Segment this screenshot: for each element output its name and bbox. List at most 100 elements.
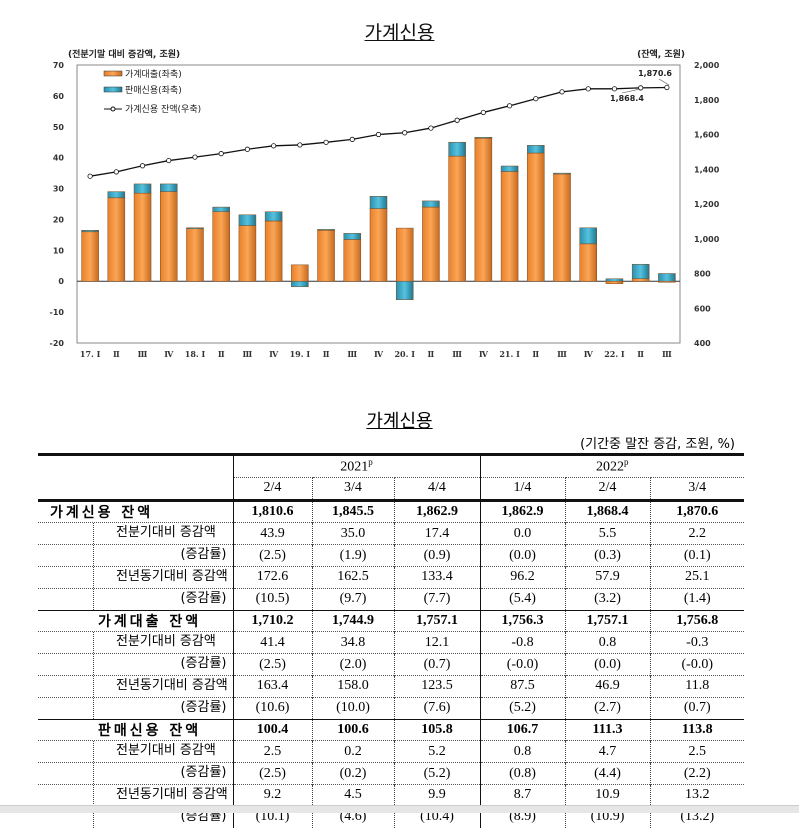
sales-credit-bar (422, 200, 440, 208)
right-tick-label: 2,000 (694, 61, 720, 70)
household-loan-bar (317, 230, 335, 282)
cell-value: (10.5) (232, 587, 312, 611)
row-label-text: 판매신용 잔액 (98, 722, 202, 739)
cell-value: 34.8 (311, 631, 394, 654)
cell-value: (2.5) (232, 653, 312, 676)
row-label: (증감률) (38, 587, 233, 611)
legend-swatch (103, 86, 123, 93)
row-label: 전년동기대비 증감액 (38, 674, 233, 698)
household-credit-chart: (전분기말 대비 증감액, 조원) (잔액, 조원) -20 -10 0 10 20 30 40… (50, 48, 720, 359)
category-label: 19. Ⅰ (290, 349, 311, 359)
right-tick-label: 1,000 (694, 235, 720, 244)
cell-value: (5.4) (479, 587, 565, 611)
cell-value: (5.2) (393, 762, 480, 785)
row-label: (증감률) (38, 653, 233, 676)
cell-value: (4.4) (564, 762, 650, 785)
balance-point (113, 169, 119, 175)
category-label: 17. Ⅰ (80, 349, 101, 359)
table-row: (증감률) (2.5) (1.9) (0.9) (0.0) (0.3) (0.1) (38, 544, 744, 567)
table-row: 가계신용 잔액 1,810.6 1,845.5 1,862.9 1,862.9 1,868… (38, 498, 744, 523)
row-label: (증감률) (38, 762, 233, 785)
left-tick-label: -10 (50, 308, 65, 317)
cell-value: (0.8) (479, 762, 565, 785)
household-loan-bar (500, 171, 519, 282)
category-label: Ⅲ (347, 349, 357, 359)
sales-credit-bar (369, 196, 388, 209)
left-tick-label: 70 (53, 61, 65, 70)
cell-value: 163.4 (232, 674, 312, 698)
household-loan-bar (264, 220, 283, 282)
cell-value: 1,862.9 (479, 498, 565, 523)
sales-credit-bar (448, 141, 466, 157)
left-tick-label: 50 (53, 123, 65, 132)
cell-value: 162.5 (311, 565, 394, 589)
household-credit-table: 2021p 2022p 2/4 3/4 4/4 1/4 2/4 3/4 가계신용 잔액 1,… (38, 453, 744, 828)
category-label: 20. Ⅰ (394, 349, 415, 359)
cell-value: (0.1) (649, 544, 744, 567)
cell-value: 2.2 (649, 522, 744, 545)
cell-value: (2.7) (564, 696, 650, 720)
horizontal-scrollbar[interactable] (0, 805, 799, 813)
household-loan-bar (133, 192, 152, 282)
sales-credit-bar (81, 230, 99, 233)
cell-value: 106.7 (479, 718, 565, 741)
category-label: Ⅳ (479, 349, 489, 359)
cell-value: 17.4 (393, 522, 480, 545)
household-loan-bar (474, 137, 493, 282)
annotation-leader (658, 78, 670, 86)
household-loan-bar (448, 155, 466, 282)
sales-credit-bar (317, 229, 335, 231)
sales-credit-bar (343, 233, 362, 240)
household-loan-bar (579, 243, 597, 282)
left-tick-label: 20 (53, 215, 65, 224)
category-label: Ⅳ (374, 349, 384, 359)
left-tick-label: -20 (50, 339, 65, 348)
category-label: Ⅳ (269, 349, 279, 359)
annotation-prev: 1,868.4 (610, 94, 644, 103)
category-label: Ⅲ (452, 349, 462, 359)
cell-value: (9.7) (311, 587, 394, 611)
row-label: 전분기대비 증감액 (38, 740, 233, 763)
balance-point (506, 103, 513, 109)
legend-label: 판매신용(좌축) (125, 85, 182, 96)
balance-point (323, 139, 329, 145)
cell-value: 113.8 (649, 718, 744, 741)
table-row: (증감률) (10.5) (9.7) (7.7) (5.4) (3.2) (1.4) (38, 587, 744, 611)
household-loan-bar (160, 191, 178, 282)
sales-credit-bar (264, 211, 283, 222)
left-tick-label: 60 (53, 92, 65, 101)
quarter-header: 2/4 (564, 476, 650, 501)
table-row: (증감률) (10.6) (10.0) (7.6) (5.2) (2.7) (0.7) (38, 696, 744, 720)
cell-value: (2.2) (649, 762, 744, 785)
row-label: 전년동기대비 증감액 (38, 565, 233, 589)
right-axis-label: (잔액, 조원) (637, 48, 685, 60)
cell-value: (0.9) (393, 544, 480, 567)
row-label-text: (증감률) (180, 656, 227, 672)
cell-value: (0.3) (564, 544, 650, 567)
right-tick-label: 800 (694, 270, 711, 279)
cell-value: (0.7) (393, 653, 480, 676)
cell-value: (0.7) (649, 696, 744, 720)
sales-credit-bar (553, 172, 571, 175)
row-label-text: 가계신용 잔액 (50, 504, 154, 521)
cell-value: (1.4) (649, 587, 744, 611)
category-label: Ⅲ (662, 349, 672, 359)
chart-title: 가계신용 (364, 22, 435, 44)
cell-value: 10.9 (564, 783, 650, 807)
cell-value: -0.3 (649, 631, 744, 654)
cell-value: (5.2) (479, 696, 565, 720)
cell-value: 11.8 (649, 674, 744, 698)
cell-value: 8.7 (479, 783, 565, 807)
category-label: Ⅲ (138, 349, 148, 359)
cell-value: 123.5 (393, 674, 480, 698)
cell-value: 2.5 (649, 740, 744, 763)
category-label: Ⅳ (164, 349, 174, 359)
household-loan-bar (631, 278, 650, 282)
household-loan-bar (605, 280, 624, 284)
sales-credit-bar (500, 165, 519, 172)
balance-point (402, 130, 408, 136)
row-label: (증감률) (38, 696, 233, 720)
balance-point (454, 117, 460, 123)
balance-point (559, 89, 565, 95)
cell-value: 100.6 (311, 718, 394, 741)
